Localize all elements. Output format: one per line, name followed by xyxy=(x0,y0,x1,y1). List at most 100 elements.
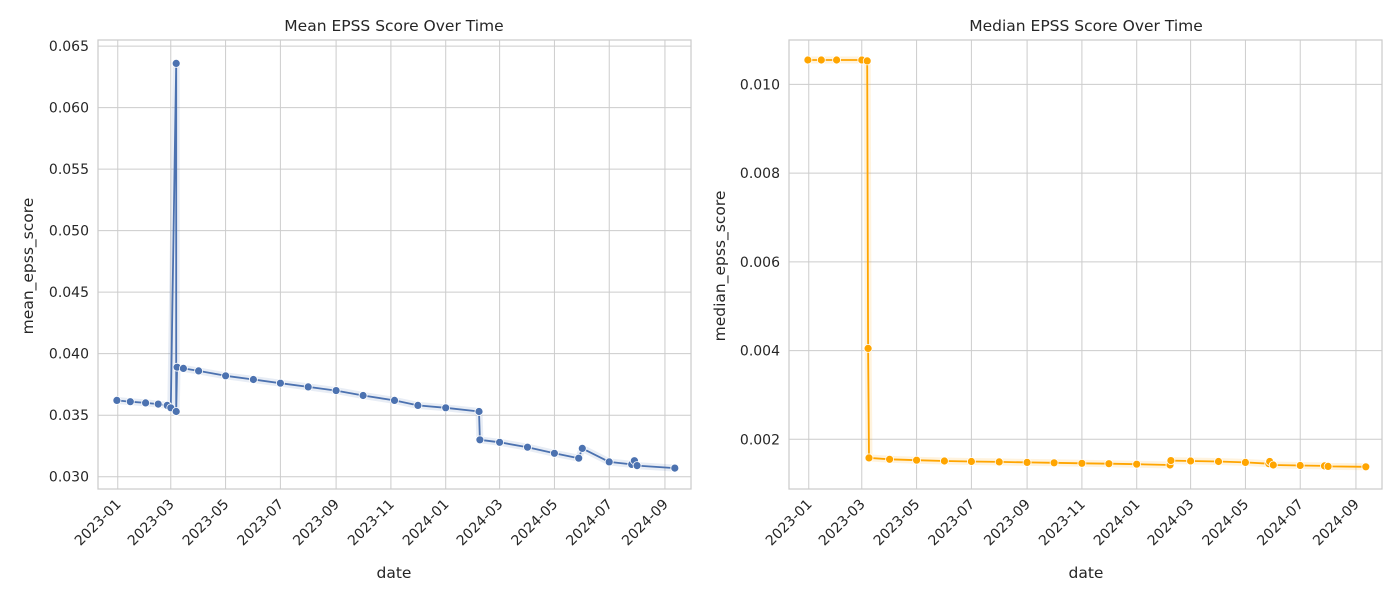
mean-x-tick-label: 2024-01 xyxy=(400,497,453,550)
median-x-tick-label: 2023-03 xyxy=(816,497,869,550)
mean-data-point xyxy=(632,461,642,471)
median-data-point xyxy=(862,56,872,66)
mean-data-point xyxy=(141,398,151,408)
median-series-halo xyxy=(807,56,1366,471)
mean-x-tick-label: 2023-03 xyxy=(125,497,178,550)
mean-data-point xyxy=(194,366,204,376)
mean-data-point xyxy=(495,437,505,447)
mean-data-point xyxy=(550,448,559,458)
mean-data-point xyxy=(604,457,614,467)
mean-x-tick-label: 2023-05 xyxy=(180,497,233,550)
mean-data-point xyxy=(475,435,485,445)
median-y-tick-label: 0.008 xyxy=(740,166,780,182)
median-data-point xyxy=(1049,458,1059,468)
mean-data-point xyxy=(331,386,341,396)
median-x-tick-label: 2024-03 xyxy=(1145,497,1198,550)
median-gridlines xyxy=(789,40,1382,489)
median-data-point xyxy=(1132,459,1142,469)
median-x-tick-label: 2023-09 xyxy=(981,497,1034,550)
median-data-point xyxy=(1022,457,1032,467)
mean-tick-labels: 2023-01 2023-03 2023-05 2023-07 2023-09 2023-… xyxy=(49,39,672,549)
mean-data-point xyxy=(125,397,135,407)
median-chart-title: Median EPSS Score Over Time xyxy=(969,17,1203,35)
median-x-tick-label: 2023-11 xyxy=(1036,497,1089,550)
median-x-tick-label: 2024-01 xyxy=(1091,497,1144,550)
median-data-point xyxy=(1166,456,1176,466)
mean-series-halo xyxy=(116,59,676,472)
median-data-point xyxy=(864,453,874,463)
median-data-point xyxy=(1241,457,1250,467)
median-x-tick-label: 2023-05 xyxy=(871,497,924,550)
median-chart-ylabel: median_epss_score xyxy=(711,191,730,342)
mean-chart-ylabel: mean_epss_score xyxy=(19,198,38,335)
mean-data-point xyxy=(441,403,451,413)
median-data-point xyxy=(832,55,841,65)
mean-y-tick-label: 0.040 xyxy=(49,347,89,363)
mean-data-point xyxy=(523,442,532,452)
mean-data-point xyxy=(390,395,399,405)
mean-data-point xyxy=(670,463,680,473)
mean-y-tick-label: 0.055 xyxy=(49,162,89,178)
median-data-point xyxy=(816,55,826,65)
median-series xyxy=(803,55,1371,472)
median-x-tick-label: 2024-07 xyxy=(1254,497,1307,550)
median-x-tick-label: 2024-09 xyxy=(1310,497,1363,550)
mean-x-tick-label: 2023-11 xyxy=(345,497,398,550)
mean-y-tick-label: 0.050 xyxy=(49,224,89,240)
mean-data-point xyxy=(171,407,181,416)
mean-x-tick-label: 2024-07 xyxy=(563,497,616,550)
median-data-point xyxy=(885,454,894,464)
median-data-point xyxy=(912,455,921,465)
mean-y-tick-label: 0.035 xyxy=(49,408,89,424)
mean-x-tick-label: 2024-03 xyxy=(454,497,507,550)
mean-y-tick-label: 0.045 xyxy=(49,285,89,301)
median-data-point xyxy=(863,343,873,353)
mean-x-tick-label: 2023-07 xyxy=(235,497,288,550)
mean-y-tick-label: 0.030 xyxy=(49,470,89,486)
median-data-point xyxy=(1323,461,1333,471)
mean-x-tick-label: 2024-09 xyxy=(619,497,672,550)
mean-x-tick-label: 2024-05 xyxy=(509,497,562,550)
mean-chart-title: Mean EPSS Score Over Time xyxy=(284,17,503,35)
median-tick-labels: 2023-01 2023-03 2023-05 2023-07 2023-09 2023-… xyxy=(740,77,1363,549)
mean-data-point xyxy=(474,407,484,416)
mean-chart-xlabel: date xyxy=(377,564,412,582)
median-data-point xyxy=(1077,458,1087,468)
median-data-point xyxy=(1361,462,1371,472)
median-x-tick-label: 2024-05 xyxy=(1200,497,1253,550)
median-plot-frame xyxy=(788,39,1383,490)
mean-data-point xyxy=(358,391,368,400)
median-y-tick-label: 0.006 xyxy=(740,255,780,271)
mean-data-point xyxy=(178,363,188,373)
median-data-point xyxy=(967,457,976,466)
median-data-point xyxy=(1186,456,1195,466)
mean-y-tick-label: 0.060 xyxy=(49,101,89,117)
median-x-tick-label: 2023-07 xyxy=(926,497,979,550)
median-data-point xyxy=(1295,461,1305,470)
mean-x-tick-label: 2023-09 xyxy=(290,497,343,550)
mean-gridlines xyxy=(98,40,691,489)
mean-data-point xyxy=(221,371,231,381)
mean-data-point xyxy=(303,382,313,392)
mean-data-point xyxy=(248,375,258,384)
mean-data-point xyxy=(577,443,587,453)
mean-series xyxy=(112,59,680,473)
median-data-point xyxy=(940,456,949,466)
mean-chart: Mean EPSS Score Over Time date mean_epss… xyxy=(19,17,692,582)
median-series-line xyxy=(807,59,1366,468)
median-x-tick-label: 2023-01 xyxy=(763,497,816,550)
mean-data-point xyxy=(275,378,285,388)
median-chart-xlabel: date xyxy=(1069,564,1104,582)
mean-data-point xyxy=(413,400,423,410)
median-y-tick-label: 0.004 xyxy=(740,344,780,360)
mean-data-point xyxy=(574,453,584,463)
mean-data-point xyxy=(171,59,181,68)
median-data-point xyxy=(1268,460,1278,470)
mean-y-tick-label: 0.065 xyxy=(49,39,89,55)
median-data-point xyxy=(994,457,1004,467)
median-data-point xyxy=(1104,459,1114,469)
mean-plot-frame xyxy=(97,39,692,490)
median-data-point xyxy=(803,55,813,65)
